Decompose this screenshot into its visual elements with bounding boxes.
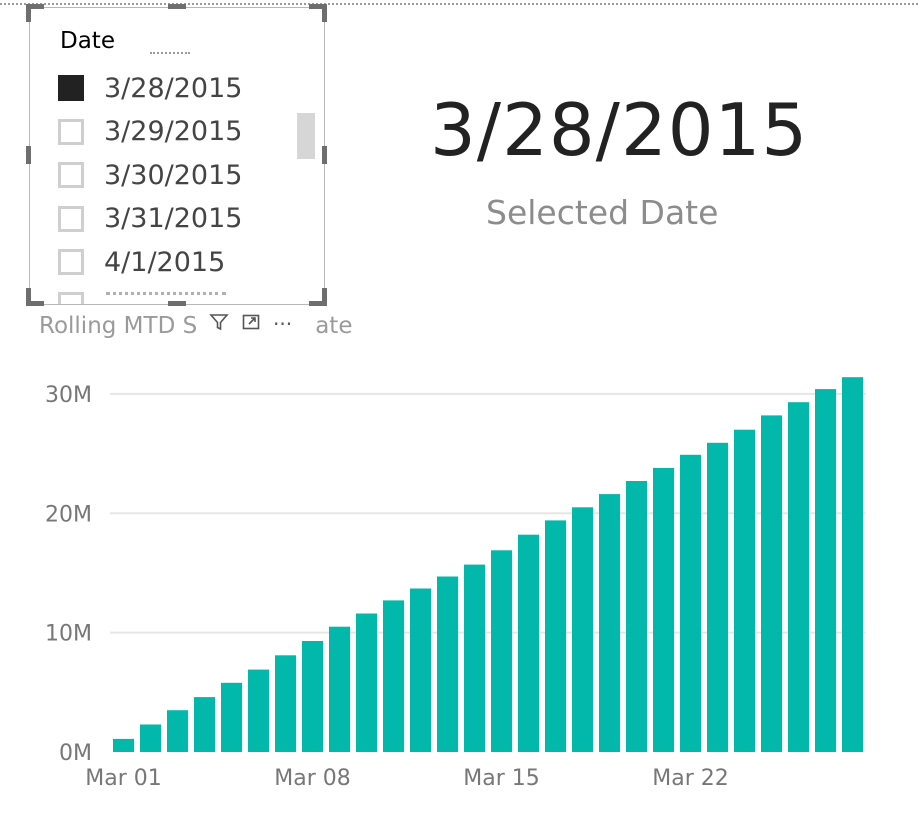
resize-handle-bottom-right[interactable]	[322, 288, 327, 306]
slicer-item-label: 3/29/2015	[104, 116, 243, 147]
x-tick-label: Mar 22	[652, 766, 729, 791]
more-options-button[interactable]: ···	[273, 312, 293, 336]
slicer-list[interactable]: 3/28/2015 3/29/2015 3/30/2015 3/31/2015 4/1/…	[30, 8, 324, 304]
bar-mar-19[interactable]	[599, 494, 621, 752]
slicer-item[interactable]: 4/1/2015	[58, 242, 225, 282]
bar-mar-18[interactable]	[572, 507, 594, 752]
resize-handle-bottom[interactable]	[168, 301, 186, 306]
slicer-item-label: 3/31/2015	[104, 203, 243, 234]
bar-mar-24[interactable]	[734, 429, 756, 752]
bar-mar-04[interactable]	[194, 697, 216, 752]
resize-handle-top-left[interactable]	[26, 4, 31, 22]
resize-handle-top-right[interactable]	[322, 4, 327, 22]
bar-mar-09[interactable]	[329, 626, 351, 752]
card-label: Selected Date	[486, 193, 719, 232]
resize-handle-left[interactable]	[26, 146, 31, 164]
chart-title-visible: Rolling MTD S	[39, 313, 198, 339]
y-tick-label: 30M	[45, 383, 92, 408]
bar-mar-16[interactable]	[518, 534, 540, 752]
date-slicer[interactable]: 3/28/2015 3/29/2015 3/30/2015 3/31/2015 4/1/…	[29, 7, 325, 305]
slicer-scrollbar[interactable]	[297, 113, 315, 159]
bar-mar-10[interactable]	[356, 613, 378, 753]
slicer-item-label: 3/28/2015	[104, 72, 243, 104]
bar-mar-02[interactable]	[140, 724, 162, 753]
resize-handle-bottom-left[interactable]	[26, 288, 31, 306]
x-tick-label: Mar 01	[85, 766, 162, 791]
resize-handle-right[interactable]	[322, 146, 327, 164]
bar-mar-20[interactable]	[626, 481, 648, 752]
visual-header-toolbar: ···	[203, 307, 299, 341]
bar-mar-23[interactable]	[707, 442, 729, 752]
card-value: 3/28/2015	[430, 88, 809, 172]
bar-mar-27[interactable]	[815, 389, 837, 752]
chart-title: Rolling MTD S ate	[39, 313, 352, 339]
bar-mar-28[interactable]	[842, 377, 864, 752]
x-tick-label: Mar 15	[463, 766, 540, 791]
bar-mar-06[interactable]	[248, 669, 270, 752]
bar-mar-05[interactable]	[221, 682, 243, 752]
checkbox-checked[interactable]	[58, 75, 84, 101]
bar-mar-17[interactable]	[545, 520, 567, 752]
bar-mar-07[interactable]	[275, 655, 297, 752]
checkbox[interactable]	[58, 162, 84, 188]
slicer-item-label: 4/1/2015	[104, 246, 226, 278]
checkbox[interactable]	[58, 249, 84, 275]
slicer-item[interactable]: 3/29/2015	[58, 112, 242, 152]
x-tick-label: Mar 08	[274, 766, 351, 791]
bar-mar-25[interactable]	[761, 415, 783, 752]
slicer-item-partial-top	[150, 52, 190, 60]
resize-handle-bottom-left[interactable]	[26, 301, 44, 306]
bar-mar-14[interactable]	[464, 564, 486, 752]
focus-mode-icon[interactable]	[241, 312, 261, 337]
slicer-item[interactable]: 3/30/2015	[58, 155, 242, 195]
slicer-item[interactable]: 3/31/2015	[58, 199, 242, 239]
report-canvas-border	[0, 3, 918, 5]
checkbox[interactable]	[58, 118, 84, 145]
y-tick-label: 0M	[59, 741, 92, 766]
bar-mar-11[interactable]	[383, 600, 405, 752]
bar-mar-03[interactable]	[167, 710, 189, 752]
resize-handle-bottom-right[interactable]	[309, 301, 327, 306]
bar-mar-15[interactable]	[491, 550, 513, 752]
resize-handle-top-right[interactable]	[309, 4, 327, 9]
y-tick-label: 20M	[45, 502, 92, 527]
bar-mar-01[interactable]	[113, 738, 135, 752]
filter-icon[interactable]	[209, 312, 229, 337]
slicer-item-partial-bottom-checkbox[interactable]	[58, 292, 84, 304]
y-tick-label: 10M	[45, 622, 92, 647]
resize-handle-top-left[interactable]	[26, 4, 44, 9]
bar-mar-21[interactable]	[653, 467, 675, 752]
rolling-mtd-bar-chart[interactable]: 0M 10M 20M 30M Mar 01 Mar 08 Mar 15 Mar 22	[0, 360, 918, 800]
bar-mar-08[interactable]	[302, 641, 324, 752]
resize-handle-top[interactable]	[168, 4, 186, 9]
slicer-item[interactable]: 3/28/2015	[58, 68, 242, 108]
bar-mar-12[interactable]	[410, 588, 432, 753]
chart-title-tail: ate	[315, 313, 353, 339]
slicer-item-label: 3/30/2015	[104, 159, 243, 191]
bar-mar-13[interactable]	[437, 576, 459, 753]
bar-mar-22[interactable]	[680, 454, 702, 752]
slicer-title: Date	[60, 28, 115, 54]
bar-mar-26[interactable]	[788, 402, 810, 752]
slicer-item-partial-bottom-label	[106, 292, 226, 304]
checkbox[interactable]	[58, 205, 84, 232]
